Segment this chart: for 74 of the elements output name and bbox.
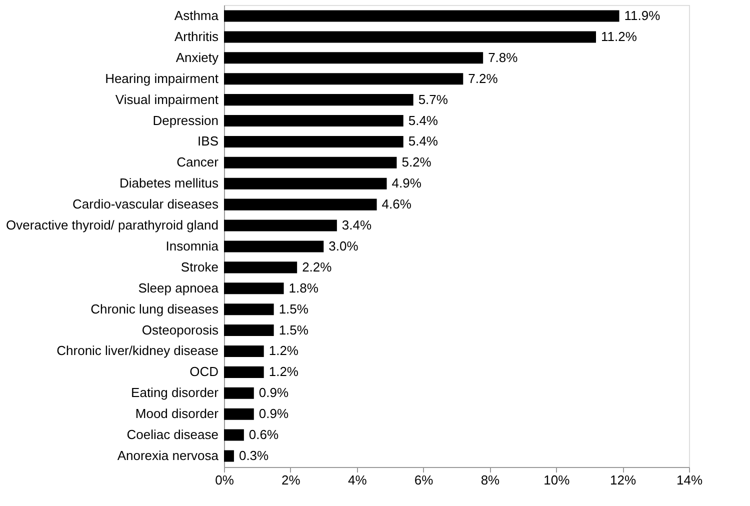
data-label: 11.2% — [601, 28, 638, 44]
data-label: 4.6% — [382, 196, 412, 212]
y-tick-label: Cardio-vascular diseases — [72, 196, 219, 212]
y-tick-label: Cancer — [176, 154, 220, 170]
y-tick-label: Anorexia nervosa — [117, 448, 220, 463]
data-label: 5.4% — [408, 134, 438, 149]
data-label: 1.8% — [288, 280, 319, 296]
bar — [224, 429, 244, 441]
x-tick-label: 12% — [610, 472, 637, 488]
data-label: 5.2% — [402, 154, 432, 170]
data-label: 3.4% — [342, 218, 372, 233]
bar — [224, 262, 298, 274]
data-label: 11.9% — [624, 8, 661, 23]
bar — [224, 136, 404, 148]
bar — [224, 366, 264, 378]
y-tick-label: Mood disorder — [135, 406, 220, 422]
y-tick-label: Eating disorder — [131, 385, 220, 400]
data-label: 5.7% — [418, 92, 448, 107]
bar — [224, 52, 484, 64]
data-label: 4.9% — [392, 176, 422, 191]
y-tick-label: Diabetes mellitus — [120, 176, 219, 191]
y-tick-label: Insomnia — [166, 238, 220, 254]
y-tick-label: Anxiety — [176, 50, 219, 65]
x-tick-label: 2% — [282, 472, 301, 488]
y-tick-label: Asthma — [174, 8, 220, 23]
bar — [224, 73, 464, 85]
bar — [224, 94, 414, 106]
y-tick-label: Hearing impairment — [105, 70, 219, 86]
bar — [224, 450, 234, 462]
y-tick-label: IBS — [198, 134, 219, 149]
bar — [224, 408, 254, 420]
data-label: 1.2% — [268, 343, 299, 358]
y-tick-label: Overactive thyroid/ parathyroid gland — [6, 218, 218, 233]
bar — [224, 240, 324, 252]
x-tick-label: 6% — [414, 472, 434, 488]
y-tick-label: Chronic lung diseases — [90, 301, 219, 316]
bar — [224, 324, 274, 336]
bar — [224, 156, 397, 168]
y-tick-label: Stroke — [180, 259, 218, 274]
x-tick-label: 0% — [215, 472, 234, 488]
data-label: 1.5% — [278, 301, 309, 316]
bar — [224, 387, 254, 399]
bar — [224, 31, 596, 43]
bar — [224, 220, 337, 232]
bar — [224, 345, 264, 357]
x-tick-label: 14% — [676, 472, 703, 488]
data-label: 5.4% — [408, 112, 438, 128]
y-tick-label: Coeliac disease — [126, 427, 218, 442]
data-label: 2.2% — [302, 259, 332, 274]
data-label: 3.0% — [328, 238, 359, 254]
y-tick-label: Visual impairment — [115, 92, 219, 107]
bar — [224, 282, 284, 294]
y-tick-label: Depression — [152, 112, 218, 128]
data-label: 7.8% — [488, 50, 518, 65]
bar — [224, 10, 620, 22]
data-label: 1.2% — [268, 364, 299, 380]
bar — [224, 198, 377, 210]
y-tick-label: Osteoporosis — [142, 322, 219, 338]
x-tick-label: 4% — [348, 472, 368, 488]
data-label: 0.3% — [238, 448, 270, 463]
data-label: 0.9% — [258, 385, 289, 400]
x-tick-label: 8% — [480, 472, 500, 488]
y-tick-label: OCD — [190, 364, 218, 380]
bar — [224, 115, 404, 127]
y-tick-label: Arthritis — [174, 28, 219, 44]
x-tick-label: 10% — [544, 472, 570, 488]
bar — [224, 304, 274, 316]
data-label: 0.9% — [258, 406, 289, 422]
y-tick-label: Chronic liver/kidney disease — [56, 343, 218, 358]
bar — [224, 178, 387, 190]
data-label: 1.5% — [278, 322, 309, 338]
y-tick-label: Sleep apnoea — [138, 280, 220, 296]
data-label: 0.6% — [248, 427, 279, 442]
data-label: 7.2% — [468, 70, 498, 86]
